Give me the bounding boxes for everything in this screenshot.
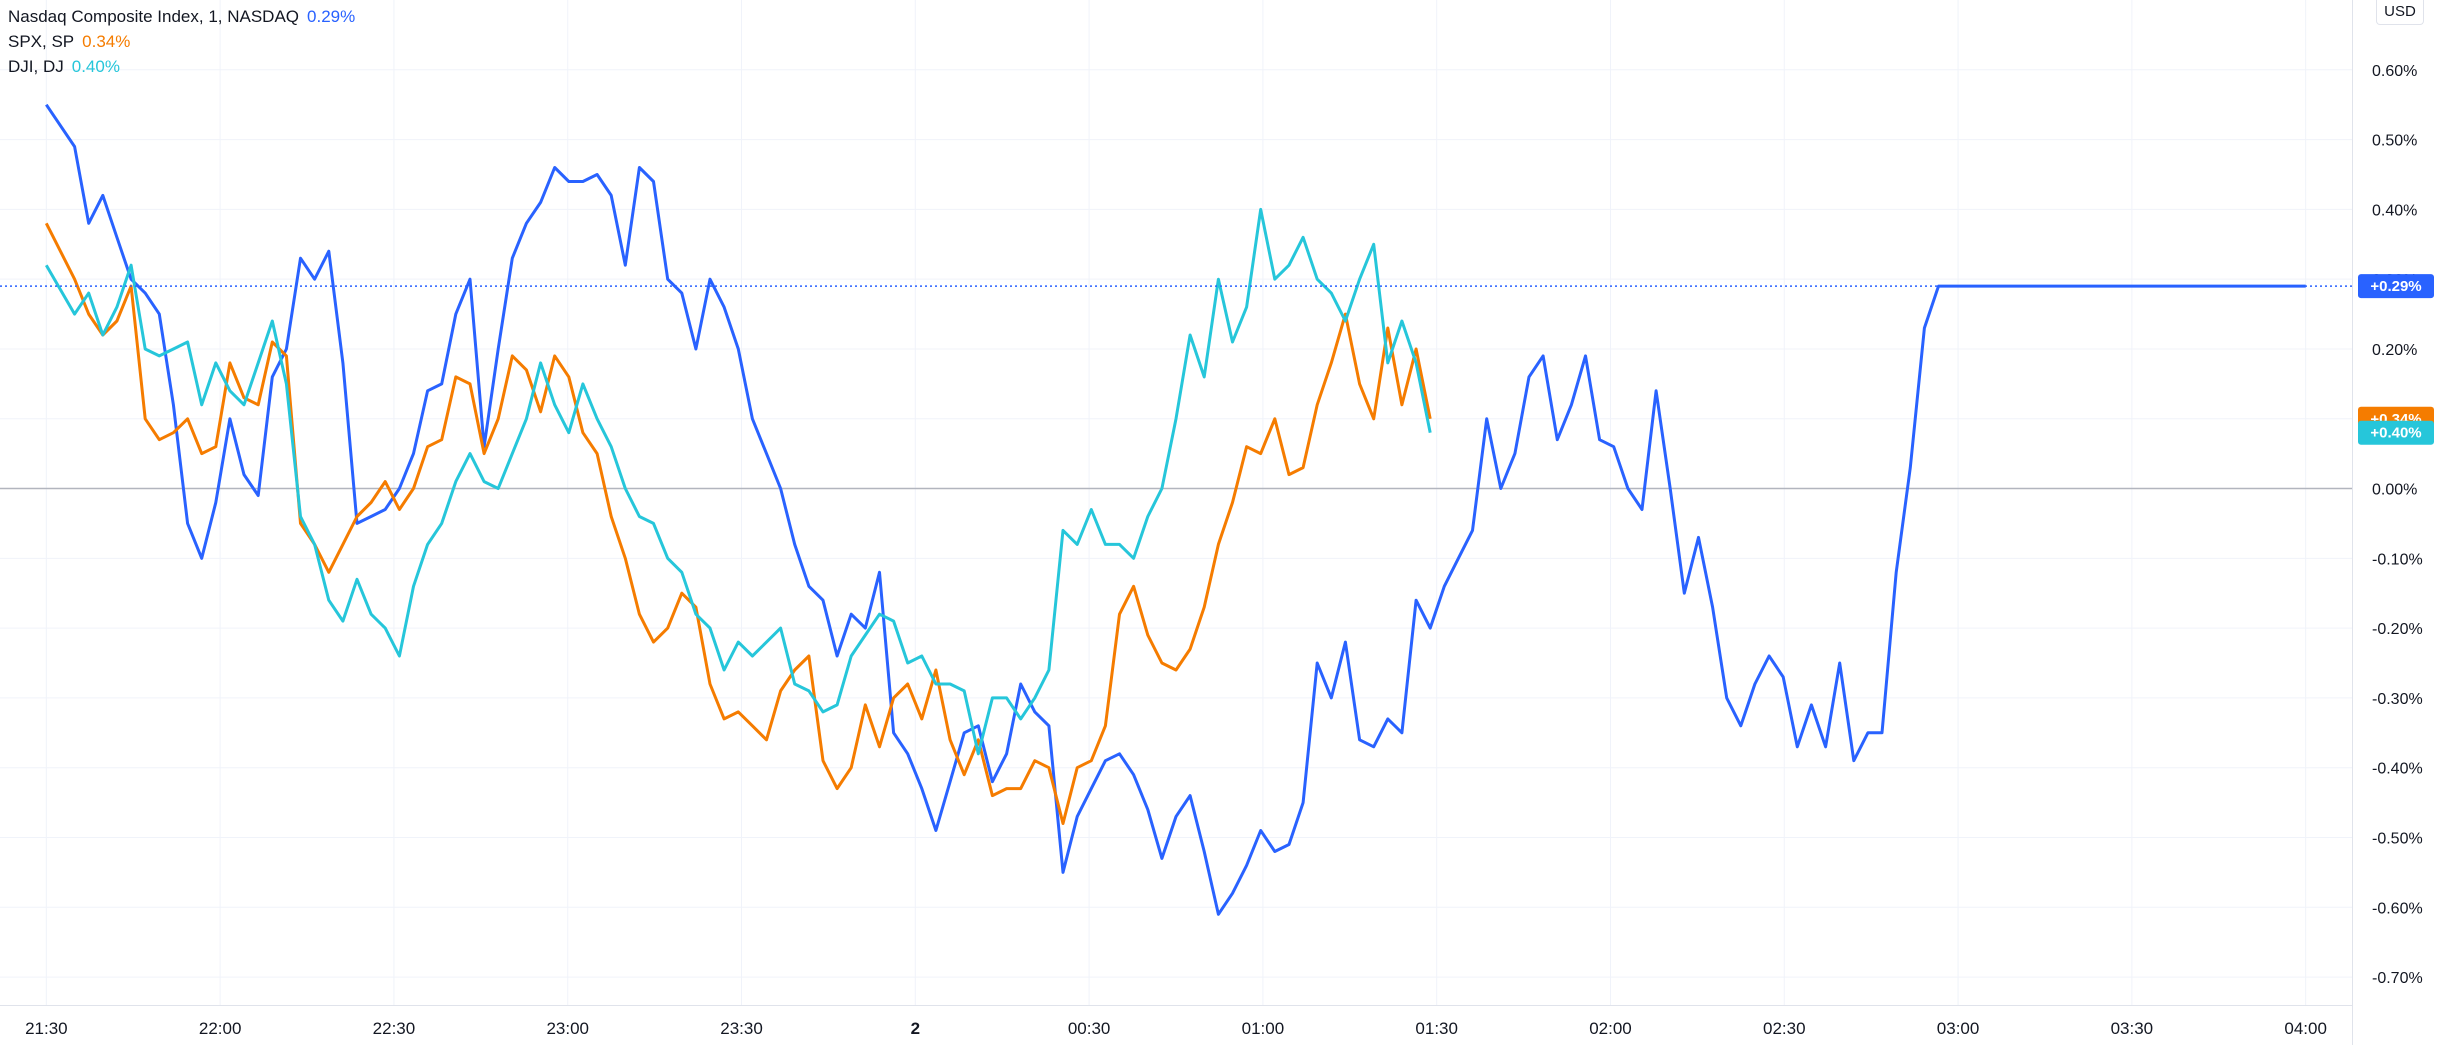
time-tick-label: 23:00 xyxy=(546,1019,589,1038)
price-tick-label: -0.30% xyxy=(2372,691,2423,708)
price-axis[interactable]: 0.60%0.50%0.40%0.30%0.20%0.10%0.00%-0.10… xyxy=(2352,0,2423,1045)
time-tick-label: 03:30 xyxy=(2111,1019,2154,1038)
legend-label: SPX, SP xyxy=(8,32,75,51)
legend-label: Nasdaq Composite Index, 1, NASDAQ xyxy=(8,7,300,26)
currency-button[interactable]: USD xyxy=(2376,0,2424,25)
price-tick-label: -0.70% xyxy=(2372,970,2423,987)
series-line-1 xyxy=(44,222,1432,825)
series-line-2 xyxy=(45,207,1432,756)
grid xyxy=(0,0,2352,1005)
badge-background xyxy=(2358,274,2434,299)
legend-row-nasdaq[interactable]: Nasdaq Composite Index, 1, NASDAQ 0.29% xyxy=(8,4,355,29)
price-tick-label: -0.50% xyxy=(2372,831,2423,848)
last-value-badge: +0.40% xyxy=(2358,420,2434,445)
price-tick-label: -0.20% xyxy=(2372,621,2423,638)
price-tick-label: 0.60% xyxy=(2372,63,2417,80)
time-tick-label: 02:00 xyxy=(1589,1019,1632,1038)
legend-value: 0.29% xyxy=(307,7,356,26)
last-value-badge: +0.29% xyxy=(2358,274,2434,299)
time-tick-label: 21:30 xyxy=(25,1019,68,1038)
time-tick-label: 22:00 xyxy=(199,1019,242,1038)
price-tick-label: 0.20% xyxy=(2372,342,2417,359)
price-tick-label: 0.40% xyxy=(2372,202,2417,219)
time-tick-label: 02:30 xyxy=(1763,1019,1806,1038)
legend-value: 0.34% xyxy=(82,32,131,51)
series-layer xyxy=(44,103,2306,916)
price-tick-label: -0.40% xyxy=(2372,761,2423,778)
last-value-badges: +0.29%+0.34%+0.40% xyxy=(2358,274,2434,445)
badge-background xyxy=(2358,420,2434,445)
time-tick-label: 01:30 xyxy=(1415,1019,1458,1038)
legend-row-spx[interactable]: SPX, SP 0.34% xyxy=(8,29,355,54)
price-tick-label: 0.00% xyxy=(2372,482,2417,499)
badge-label: +0.29% xyxy=(2370,278,2421,295)
time-tick-label: 00:30 xyxy=(1068,1019,1111,1038)
time-axis[interactable]: 21:30 22:00 22:30 23:00 23:30 2 00:30 01:00 01:3… xyxy=(0,1005,2352,1039)
legend-label: DJI, DJ xyxy=(8,57,64,76)
legend-row-dji[interactable]: DJI, DJ 0.40% xyxy=(8,54,355,79)
time-tick-label: 01:00 xyxy=(1242,1019,1285,1038)
time-tick-label: 2 xyxy=(911,1019,920,1038)
price-tick-label: -0.60% xyxy=(2372,900,2423,917)
time-tick-label: 22:30 xyxy=(373,1019,416,1038)
time-tick-label: 04:00 xyxy=(2284,1019,2327,1038)
time-tick-label: 03:00 xyxy=(1937,1019,1980,1038)
time-tick-label: 23:30 xyxy=(720,1019,763,1038)
price-tick-label: -0.10% xyxy=(2372,551,2423,568)
badge-label: +0.40% xyxy=(2370,425,2421,442)
legend-value: 0.40% xyxy=(71,57,120,76)
price-tick-label: 0.50% xyxy=(2372,133,2417,150)
series-line-0 xyxy=(45,103,2306,916)
legend: Nasdaq Composite Index, 1, NASDAQ 0.29% S… xyxy=(8,4,355,79)
